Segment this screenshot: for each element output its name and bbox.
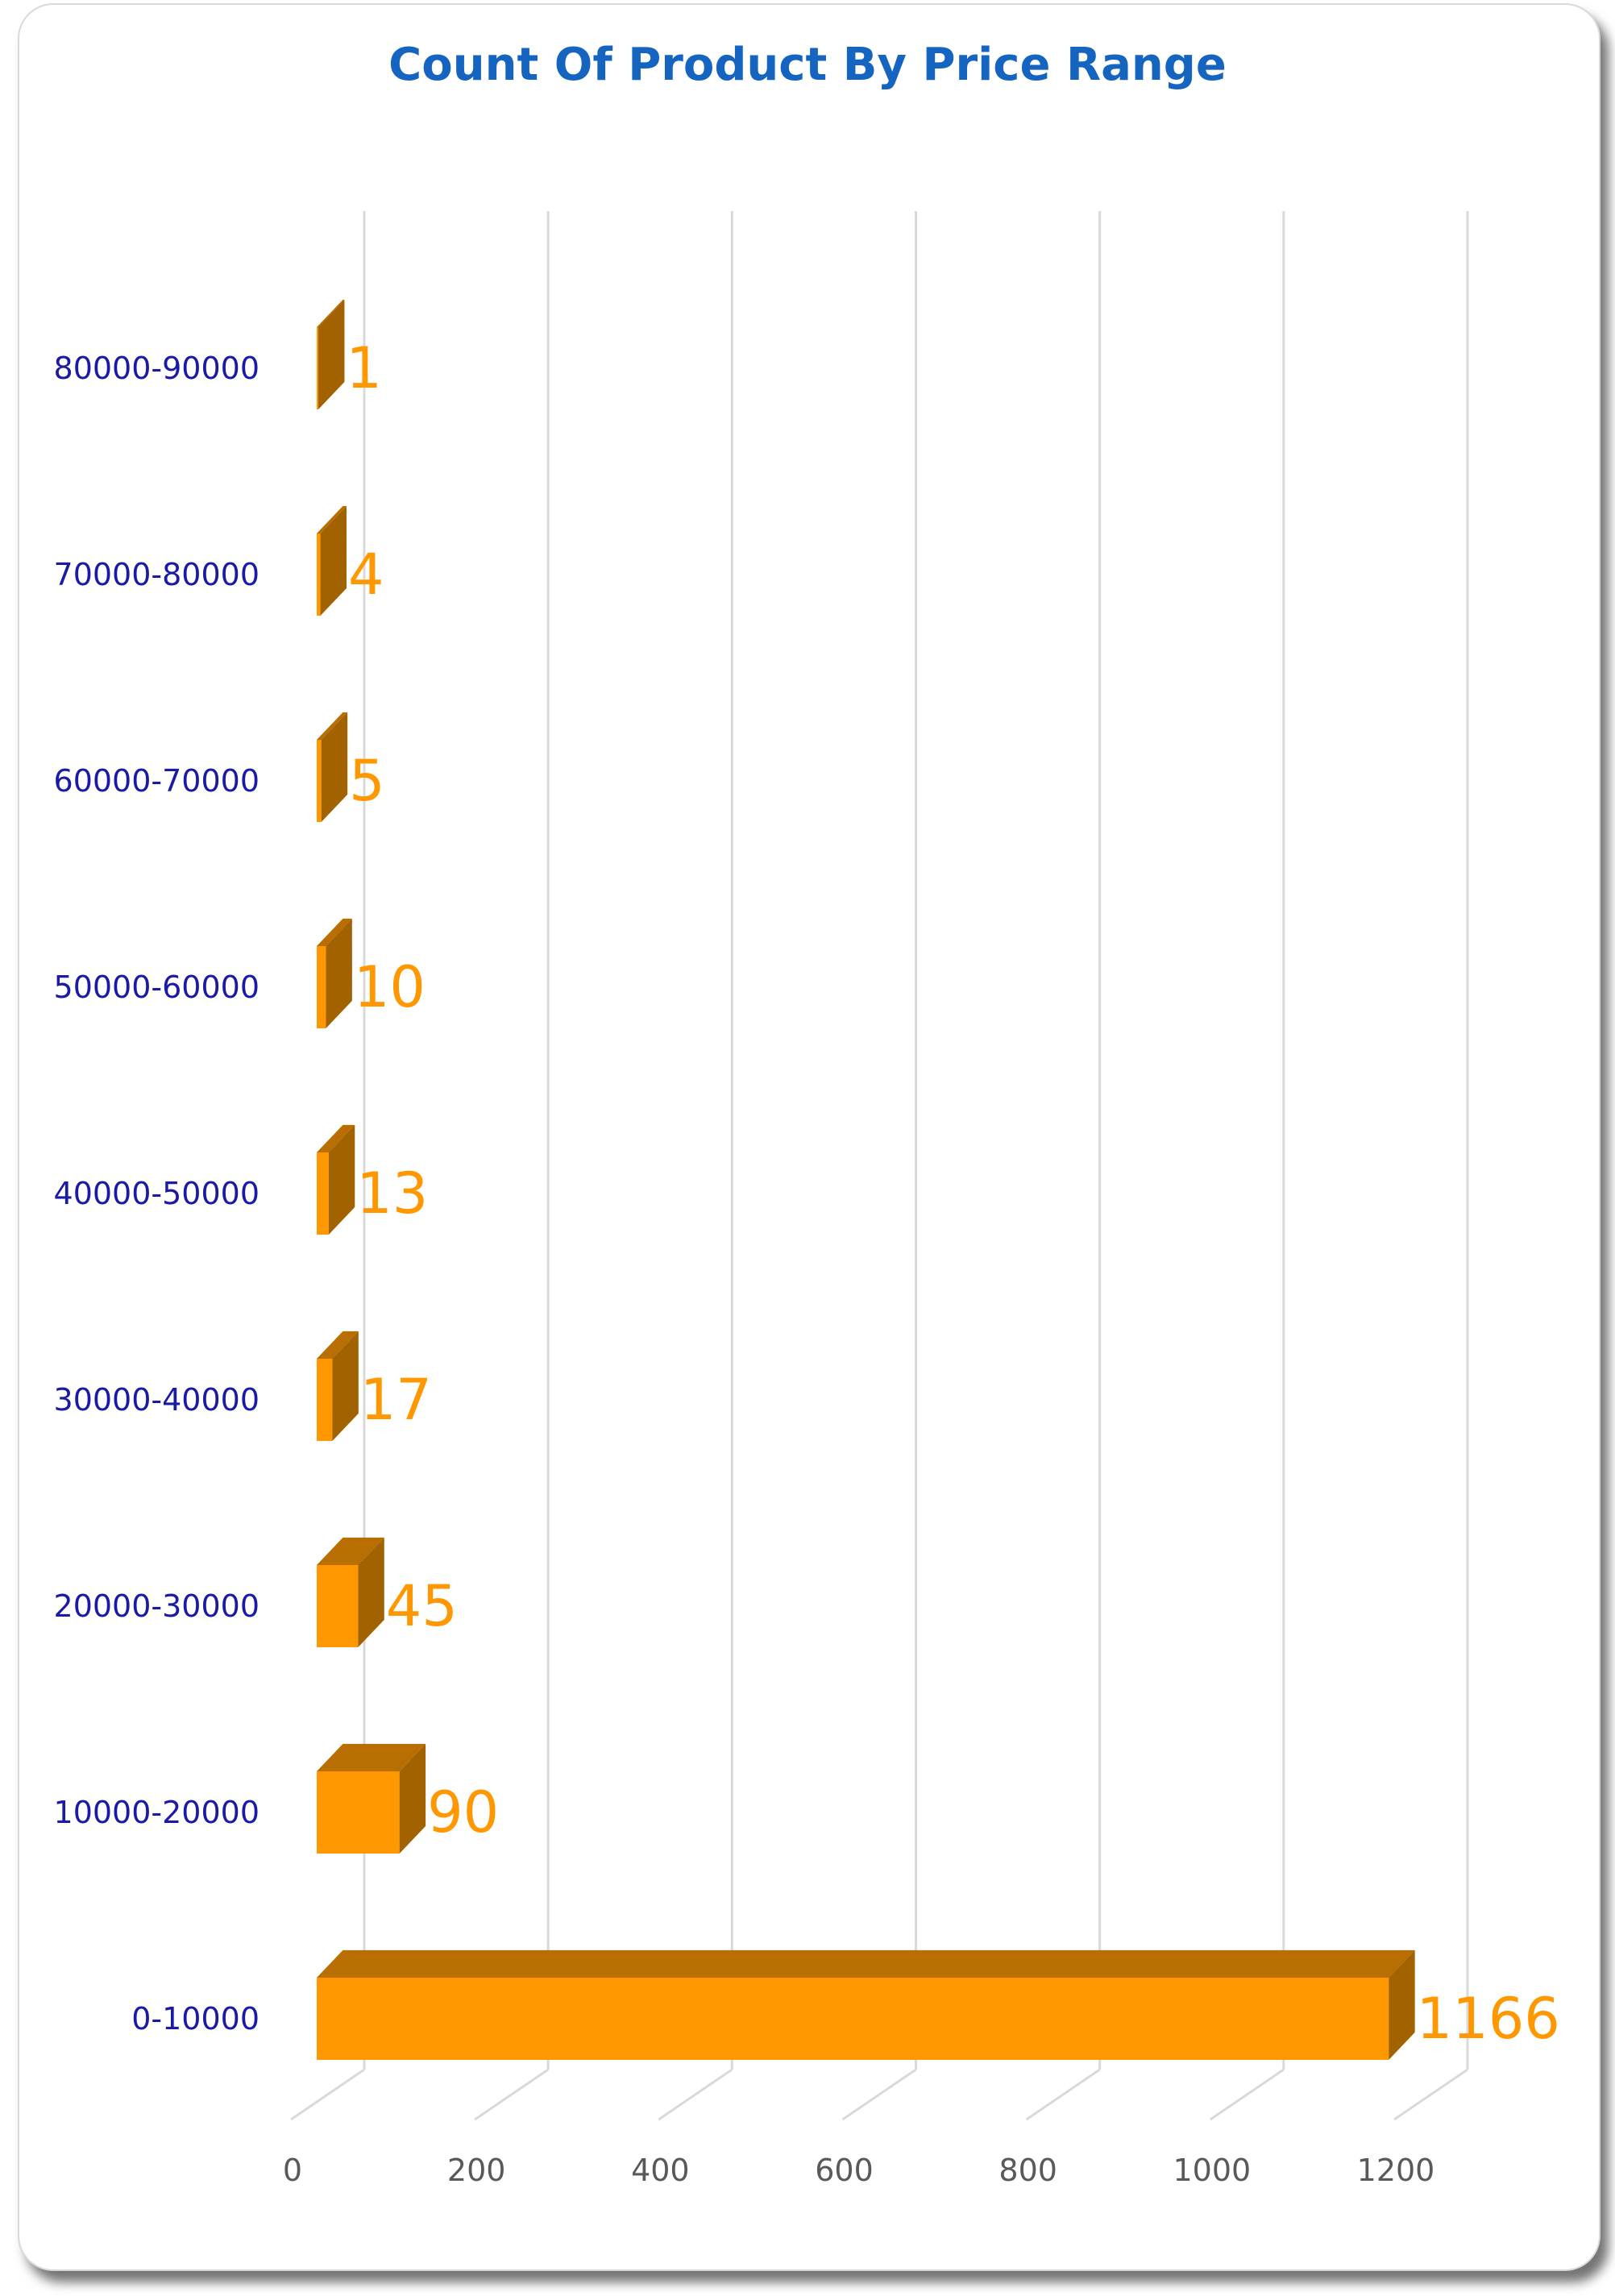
bar-side [321, 712, 348, 822]
bar-top [317, 505, 347, 534]
bar-front [317, 1565, 359, 1647]
bars [317, 299, 1415, 2060]
category-label: 70000-80000 [54, 557, 259, 592]
bar-top [317, 918, 352, 946]
bar-top [317, 712, 348, 740]
data-label: 17 [360, 1367, 432, 1433]
category-label: 10000-20000 [54, 1795, 259, 1830]
category-label: 0-10000 [131, 2001, 259, 2037]
floor-gridline [1209, 2068, 1285, 2121]
bar-top [317, 1537, 384, 1565]
bar-top [317, 1331, 359, 1359]
bar-top [317, 1124, 355, 1152]
bar-side [332, 1331, 359, 1441]
data-label: 1 [346, 335, 382, 401]
bar-side [326, 918, 352, 1028]
bar-side [399, 1743, 426, 1854]
floor-gridline [474, 2068, 550, 2121]
data-label: 1166 [1417, 1986, 1560, 2052]
bar-side [320, 505, 347, 616]
x-tick-label: 1200 [1357, 2153, 1435, 2188]
bar-top [317, 1949, 1415, 1978]
category-axis: 80000-90000 70000-80000 60000-70000 50000-6… [54, 351, 259, 2037]
gridlines [290, 211, 1469, 2121]
x-tick-label: 1000 [1173, 2153, 1251, 2188]
category-label: 60000-70000 [54, 763, 259, 799]
bar-top [317, 299, 345, 327]
x-tick-label: 600 [815, 2153, 874, 2188]
x-tick-label: 0 [283, 2153, 302, 2188]
floor-gridline [1025, 2068, 1101, 2121]
data-label: 13 [356, 1160, 428, 1227]
category-label: 50000-60000 [54, 969, 259, 1005]
floor-gridline [841, 2068, 917, 2121]
bar-side [318, 299, 345, 409]
data-label: 10 [354, 954, 426, 1020]
category-label: 40000-50000 [54, 1176, 259, 1211]
bar-front [317, 946, 326, 1028]
bar-side [328, 1124, 355, 1235]
bar-front [317, 1359, 333, 1441]
bar-side [1389, 1949, 1415, 2060]
x-tick-label: 400 [631, 2153, 690, 2188]
bar-front [317, 1771, 400, 1854]
category-label: 80000-90000 [54, 351, 259, 386]
floor-gridline [658, 2068, 733, 2121]
x-tick-label: 800 [998, 2153, 1057, 2188]
data-label: 45 [386, 1573, 458, 1639]
category-label: 30000-40000 [54, 1382, 259, 1418]
category-label: 20000-30000 [54, 1588, 259, 1624]
bar-front [317, 1978, 1389, 2060]
data-label: 5 [349, 748, 385, 814]
bar-side [358, 1537, 384, 1647]
data-label: 90 [427, 1779, 499, 1846]
bar-front [317, 740, 322, 822]
chart-card [18, 3, 1600, 2271]
chart-title: Count Of Product By Price Range [388, 39, 1227, 91]
bar-front [317, 327, 318, 409]
bar-top [317, 1743, 426, 1771]
floor-gridline [1393, 2068, 1468, 2121]
x-axis-ticks: 0 200 400 600 800 1000 1200 [283, 2153, 1434, 2188]
bar-front [317, 1152, 329, 1235]
floor-gridline [290, 2068, 365, 2121]
data-label: 4 [348, 542, 384, 608]
x-tick-label: 200 [447, 2153, 506, 2188]
bar-front [317, 534, 321, 616]
